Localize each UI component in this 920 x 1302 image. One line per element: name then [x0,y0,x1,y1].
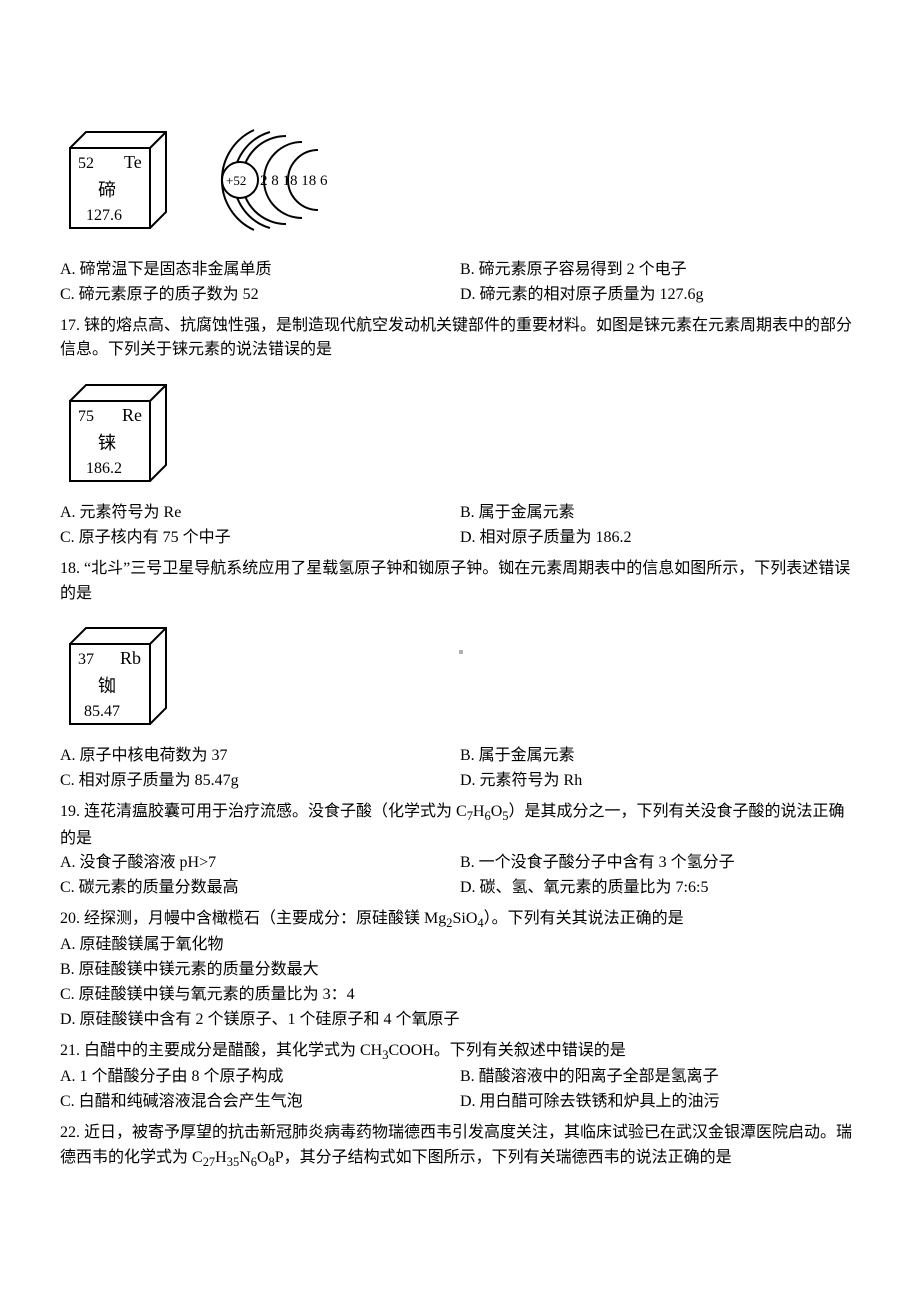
sub-27: 27 [203,1155,215,1169]
q16-option-d: D. 碲元素的相对原子质量为 127.6g [460,283,860,308]
rb-name-cn: 铷 [98,676,116,696]
si: SiO [452,910,477,927]
q16-option-a: A. 碲常温下是固态非金属单质 [60,258,460,283]
q21-options: A. 1 个醋酸分子由 8 个原子构成 B. 醋酸溶液中的阳离子全部是氢离子 C… [60,1065,860,1115]
h: H [473,803,485,820]
q18-options: A. 原子中核电荷数为 37 B. 属于金属元素 C. 相对原子质量为 85.4… [60,744,860,794]
q19-options: A. 没食子酸溶液 pH>7 B. 一个没食子酸分子中含有 3 个氢分子 C. … [60,851,860,901]
q17-option-b: B. 属于金属元素 [460,501,860,526]
q19-stem: 19. 连花清瘟胶囊可用于治疗流感。没食子酸（化学式为 C7H6O5）是其成分之… [60,800,860,851]
q21-stem: 21. 白醋中的主要成分是醋酸，其化学式为 CH3COOH。下列有关叙述中错误的… [60,1039,860,1066]
nucleus-label: +52 [226,173,246,188]
q19-option-c: C. 碳元素的质量分数最高 [60,876,460,901]
q21-stem-1: 21. 白醋中的主要成分是醋酸，其化学式为 CH [60,1042,382,1059]
q17-options: A. 元素符号为 Re B. 属于金属元素 C. 原子核内有 75 个中子 D.… [60,501,860,551]
q20-option-b: B. 原硅酸镁中镁元素的质量分数最大 [60,958,860,983]
te-mass: 127.6 [86,207,122,224]
rb-number: 37 [78,651,94,668]
rb-mass: 85.47 [84,703,120,720]
q20-option-d: D. 原硅酸镁中含有 2 个镁原子、1 个硅原子和 4 个氧原子 [60,1008,860,1033]
q18-stem: 18. “北斗”三号卫星导航系统应用了星载氢原子钟和铷原子钟。铷在元素周期表中的… [60,557,860,607]
q20-stem-1: 20. 经探测，月幔中含橄榄石（主要成分：原硅酸镁 Mg [60,910,446,927]
q20-option-c: C. 原硅酸镁中镁与氧元素的质量比为 3：4 [60,983,860,1008]
q18-option-c: C. 相对原子质量为 85.47g [60,769,460,794]
q17-option-a: A. 元素符号为 Re [60,501,460,526]
q22-stem: 22. 近日，被寄予厚望的抗击新冠肺炎病毒药物瑞德西韦引发高度关注，其临床试验已… [60,1121,860,1172]
sub-35: 35 [227,1155,239,1169]
rb-symbol: Rb [120,648,141,668]
shell-labels: 2 8 18 18 6 [260,173,328,189]
q20-stem: 20. 经探测，月幔中含橄榄石（主要成分：原硅酸镁 Mg2SiO4）。下列有关其… [60,907,860,934]
te-symbol: Te [124,152,142,172]
te-atom-diagram: +52 2 8 18 18 6 [194,120,374,240]
o2: O [257,1149,269,1166]
te-name-cn: 碲 [98,180,116,200]
q21-option-d: D. 用白醋可除去铁锈和炉具上的油污 [460,1090,860,1115]
re-mass: 186.2 [86,460,122,477]
q21-option-b: B. 醋酸溶液中的阳离子全部是氢离子 [460,1065,860,1090]
q18-option-b: B. 属于金属元素 [460,744,860,769]
n: N [239,1149,251,1166]
page-center-marker [459,650,463,654]
q18-option-a: A. 原子中核电荷数为 37 [60,744,460,769]
q19-option-a: A. 没食子酸溶液 pH>7 [60,851,460,876]
q19-option-d: D. 碳、氢、氧元素的质量比为 7:6:5 [460,876,860,901]
q21-option-c: C. 白醋和纯碱溶液混合会产生气泡 [60,1090,460,1115]
q22-stem-2: P，其分子结构式如下图所示，下列有关瑞德西韦的说法正确的是 [275,1149,732,1166]
q16-option-b: B. 碲元素原子容易得到 2 个电子 [460,258,860,283]
q21-stem-2: COOH。下列有关叙述中错误的是 [388,1042,625,1059]
te-number: 52 [78,155,94,172]
q17-option-d: D. 相对原子质量为 186.2 [460,526,860,551]
q16-figures: 52 Te 碲 127.6 +52 2 8 18 18 6 [60,120,860,240]
q18-option-d: D. 元素符号为 Rh [460,769,860,794]
q20-option-a: A. 原硅酸镁属于氧化物 [60,933,860,958]
re-symbol: Re [122,405,142,425]
q17-figure: 75 Re 铼 186.2 [60,373,860,493]
q16-option-c: C. 碲元素原子的质子数为 52 [60,283,460,308]
q21-option-a: A. 1 个醋酸分子由 8 个原子构成 [60,1065,460,1090]
o: O [491,803,503,820]
re-number: 75 [78,408,94,425]
q19-stem-1: 19. 连花清瘟胶囊可用于治疗流感。没食子酸（化学式为 C [60,803,467,820]
q17-option-c: C. 原子核内有 75 个中子 [60,526,460,551]
te-element-tile: 52 Te 碲 127.6 [60,120,170,240]
q16-options: A. 碲常温下是固态非金属单质 B. 碲元素原子容易得到 2 个电子 C. 碲元… [60,258,860,308]
re-element-tile: 75 Re 铼 186.2 [60,373,170,493]
re-name-cn: 铼 [98,433,116,453]
q18-figure: 37 Rb 铷 85.47 [60,616,860,736]
q20-options: A. 原硅酸镁属于氧化物 B. 原硅酸镁中镁元素的质量分数最大 C. 原硅酸镁中… [60,933,860,1032]
q19-option-b: B. 一个没食子酸分子中含有 3 个氢分子 [460,851,860,876]
rb-element-tile: 37 Rb 铷 85.47 [60,616,170,736]
q20-stem-2: ）。下列有关其说法正确的是 [484,910,684,927]
h2: H [215,1149,227,1166]
q17-stem: 17. 铼的熔点高、抗腐蚀性强，是制造现代航空发动机关键部件的重要材料。如图是铼… [60,314,860,364]
